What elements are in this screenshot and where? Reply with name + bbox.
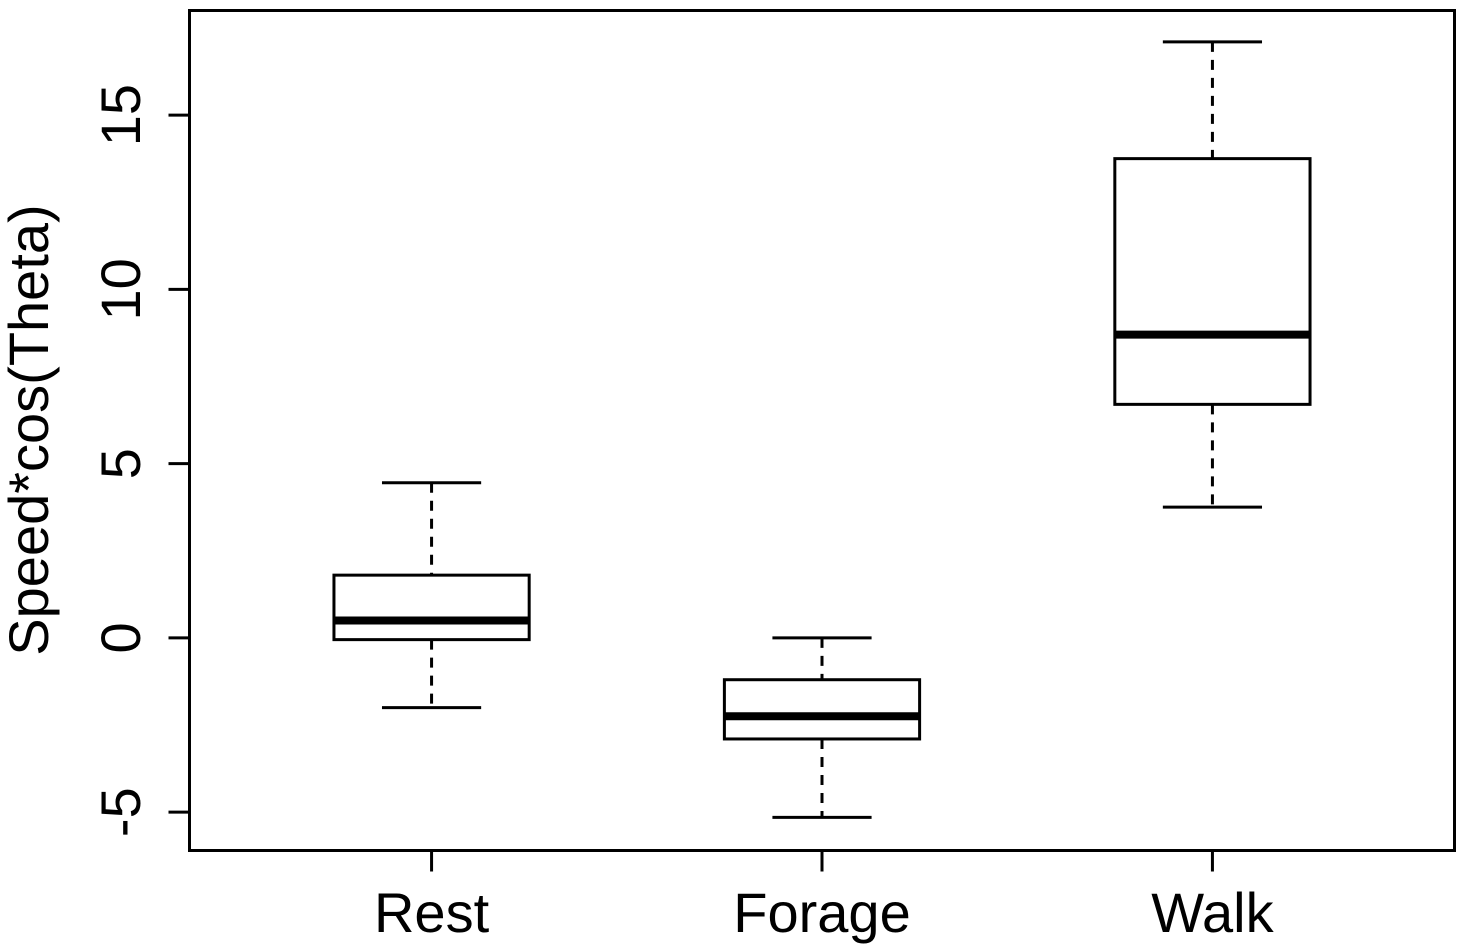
y-axis-tick-label: 5 <box>89 448 152 479</box>
x-axis-label-walk: Walk <box>1151 881 1274 944</box>
iqr-box-rest <box>332 573 531 642</box>
y-axis-tick-label: 15 <box>89 84 152 146</box>
iqr-box-walk <box>1113 157 1312 406</box>
y-axis-tick-label: 0 <box>89 622 152 653</box>
y-axis-tick-label: 10 <box>89 258 152 320</box>
x-axis-label-rest: Rest <box>374 881 490 944</box>
plot-content: -5 0 5 10 15 Rest Forage Walk <box>89 40 1312 944</box>
x-axis-label-forage: Forage <box>733 881 910 944</box>
y-axis-tick-label: -5 <box>89 787 152 837</box>
y-axis-title: Speed*cos(Theta) <box>0 204 60 655</box>
iqr-box-forage <box>722 678 922 741</box>
